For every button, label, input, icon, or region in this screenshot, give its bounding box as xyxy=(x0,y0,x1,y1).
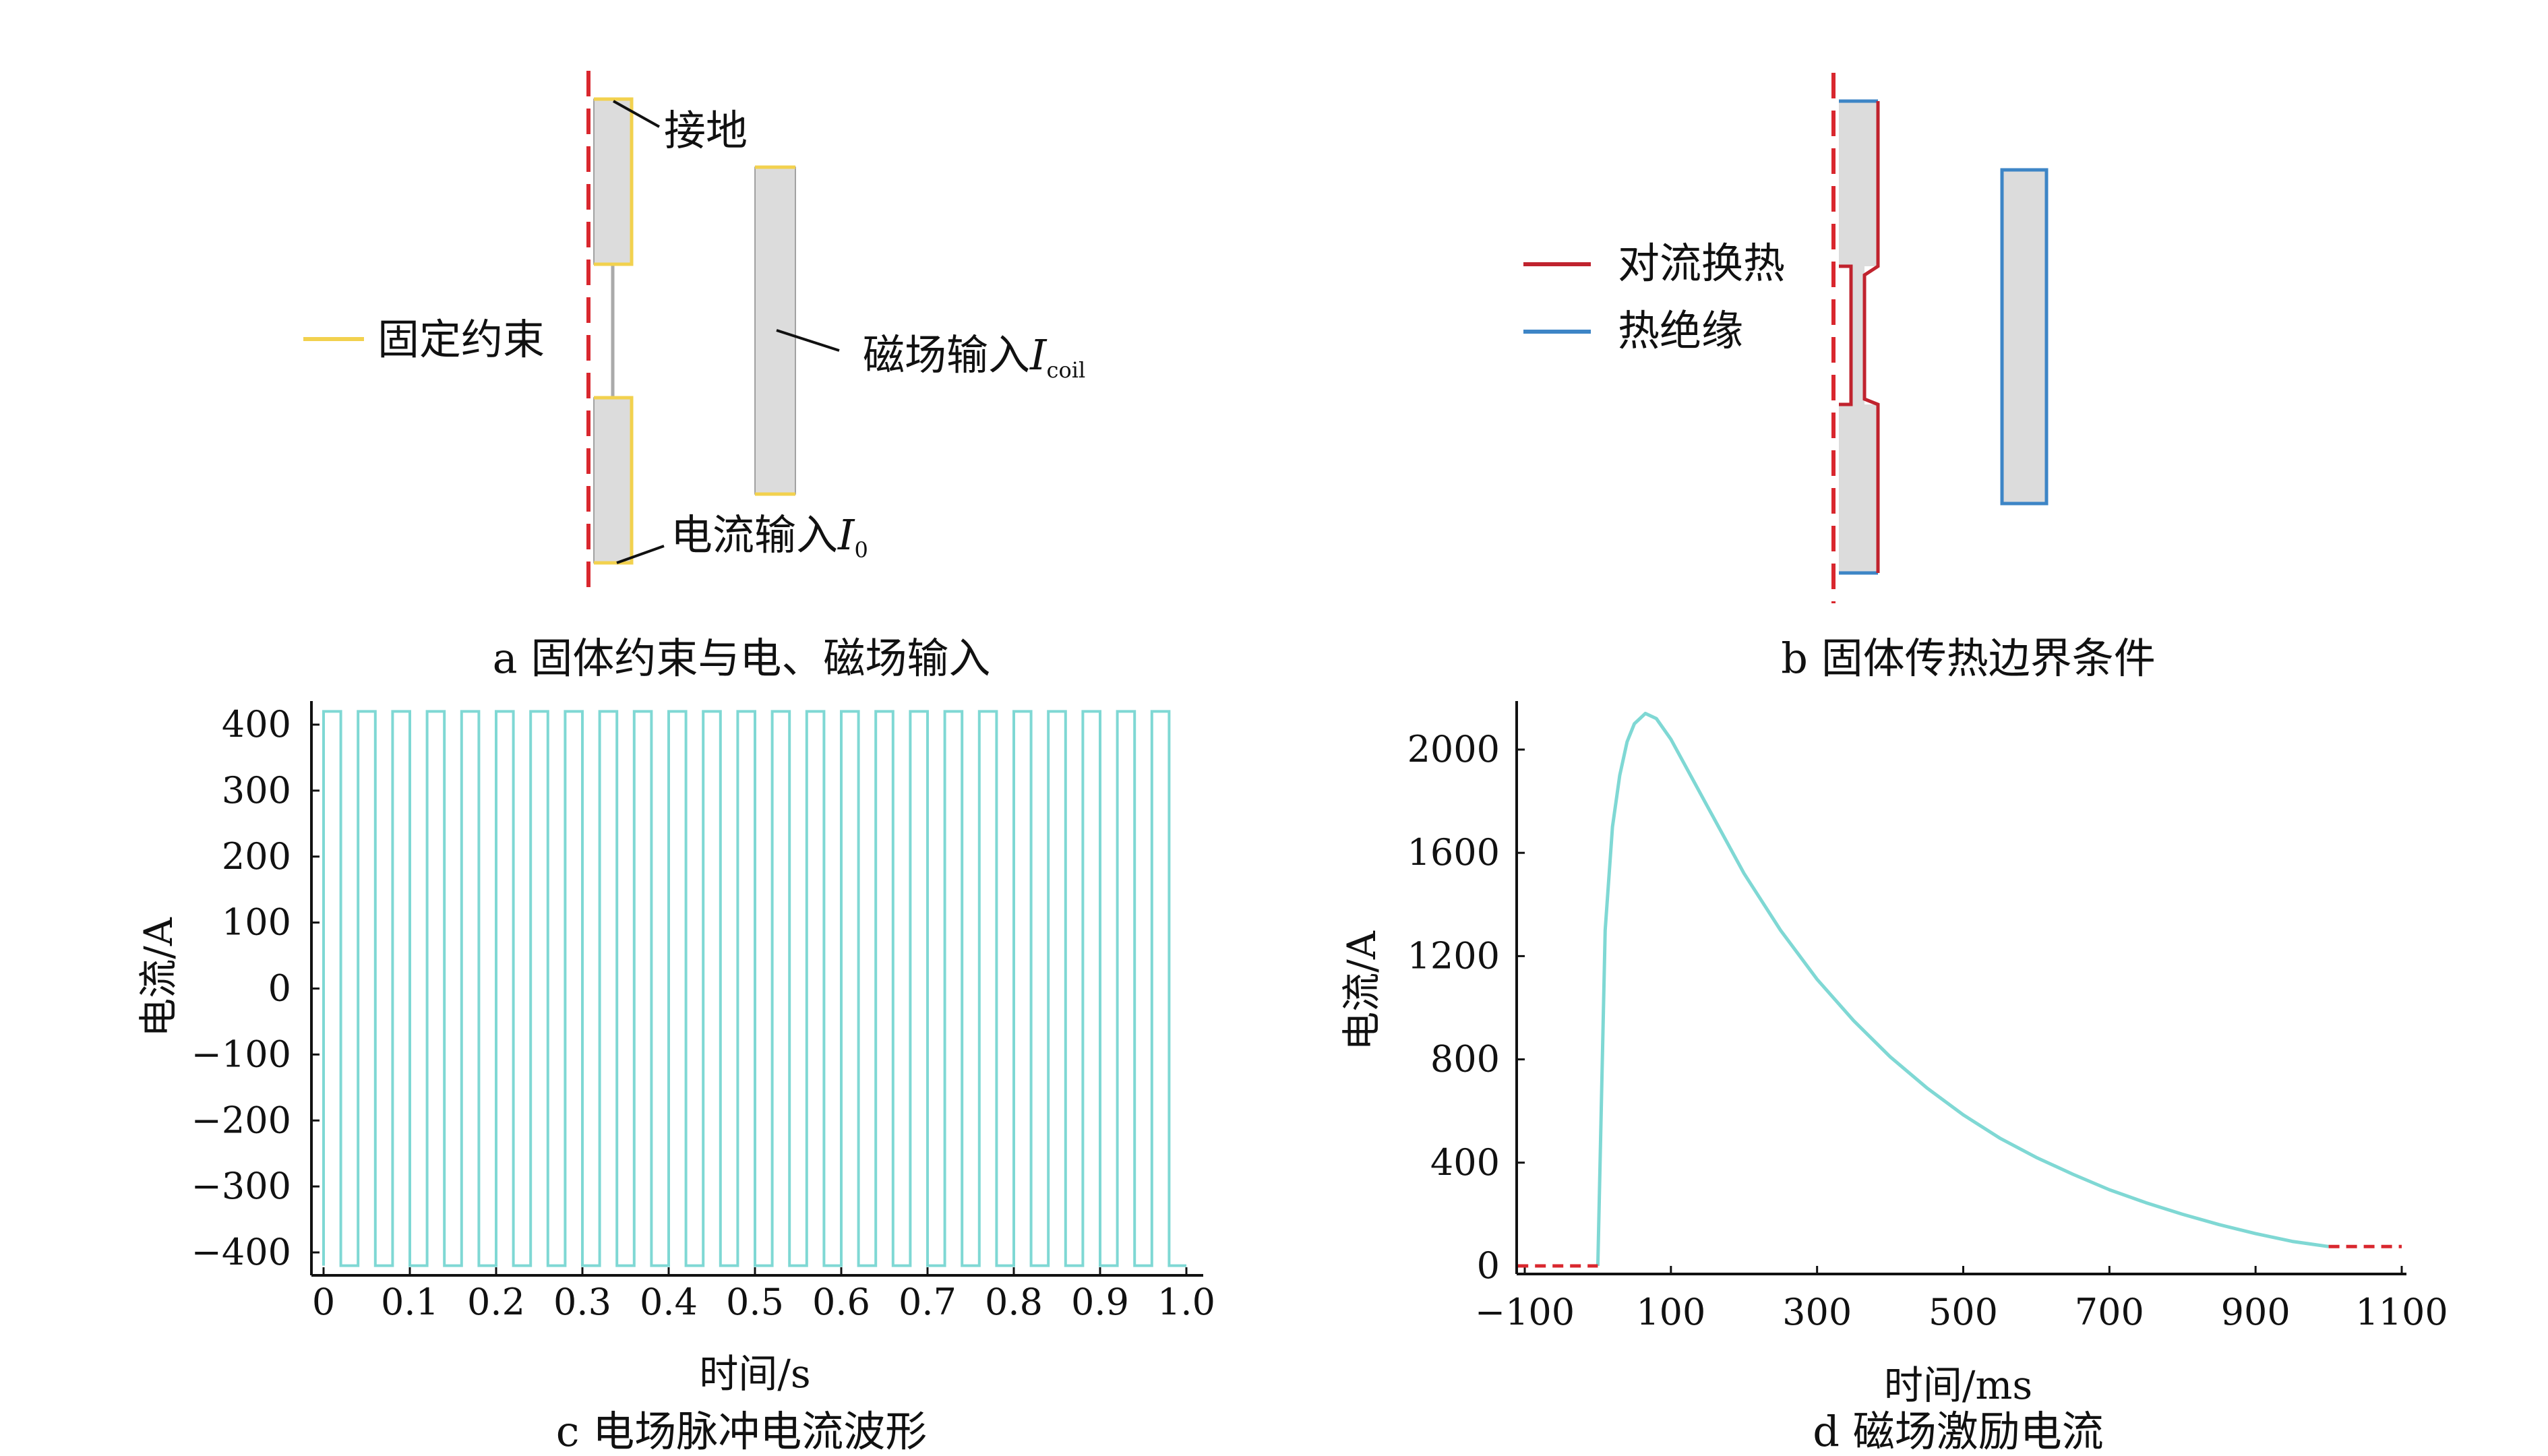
label-coil-input: 磁场输入Icoil xyxy=(863,330,1085,383)
chart-d-lines xyxy=(1517,711,2402,1268)
label-current-input: 电流输入I0 xyxy=(671,510,868,563)
chart-c: 0 0.1 0.2 0.3 0.4 0.5 0.6 0.7 0.8 0.9 1.0 400 300 200… xyxy=(135,701,1215,1456)
chart-d-ytick-label: 400 xyxy=(1430,1141,1500,1184)
chart-d-xtick-label: 500 xyxy=(1929,1291,1998,1333)
chart-d-ytick-label: 0 xyxy=(1477,1244,1500,1287)
chart-c-series-square-wave xyxy=(322,710,1186,1267)
chart-d-ytick-label: 2000 xyxy=(1407,728,1500,770)
legend-insulation-label: 热绝缘 xyxy=(1618,306,1743,355)
convection-boundary-inner xyxy=(1839,264,1853,406)
chart-c-xtick-label: 0.4 xyxy=(640,1281,698,1323)
chart-d-xlabel: 时间/ms xyxy=(1884,1362,2032,1408)
label-ground: 接地 xyxy=(664,106,748,155)
chart-c-xtick-label: 1.0 xyxy=(1157,1281,1215,1323)
chart-d-ytick-label: 1600 xyxy=(1407,831,1500,874)
chart-d-ticks: −100 100 300 500 700 900 1100 2000 1600 1200 800 40… xyxy=(1407,728,2448,1333)
caption-a: a 固体约束与电、磁场输入 xyxy=(493,634,991,683)
caption-d: d 磁场激励电流 xyxy=(1813,1407,2103,1456)
chart-c-xtick-label: 0.8 xyxy=(985,1281,1043,1323)
chart-c-ytick-label: 300 xyxy=(222,769,291,812)
chart-d-xtick-label: −100 xyxy=(1475,1291,1575,1333)
chart-c-xtick-label: 0.2 xyxy=(467,1281,525,1323)
chart-c-ytick-label: 0 xyxy=(268,967,291,1010)
chart-c-ytick-label: −100 xyxy=(191,1033,291,1075)
chart-d-ytick-label: 1200 xyxy=(1407,934,1500,977)
chart-d: −100 100 300 500 700 900 1100 2000 1600 1200 800 40… xyxy=(1339,701,2448,1456)
chart-d-xtick-label: 100 xyxy=(1636,1291,1705,1333)
lower-body-b xyxy=(1839,404,1878,573)
chart-c-lines xyxy=(322,710,1186,1267)
upper-body-b xyxy=(1839,101,1878,266)
chart-c-ticks: 0 0.1 0.2 0.3 0.4 0.5 0.6 0.7 0.8 0.9 1.0 400 300 200… xyxy=(191,703,1215,1323)
chart-d-xtick-label: 900 xyxy=(2221,1291,2291,1333)
chart-d-xtick-label: 700 xyxy=(2075,1291,2144,1333)
coil-block-b xyxy=(2000,168,2049,506)
chart-d-xtick-label: 300 xyxy=(1782,1291,1852,1333)
chart-c-xtick-label: 0.6 xyxy=(812,1281,870,1323)
chart-c-xtick-label: 0.9 xyxy=(1071,1281,1129,1323)
upper-electrode xyxy=(593,98,632,265)
ground-leader xyxy=(613,100,660,128)
fixed-constraint-lower xyxy=(594,396,634,565)
panel-b: 对流换热 热绝缘 b 固体传热边界条件 xyxy=(1523,73,2156,683)
convection-boundary xyxy=(1862,101,1880,573)
chart-d-ytick-label: 800 xyxy=(1430,1038,1500,1081)
chart-d-ylabel: 电流/A xyxy=(1339,930,1385,1051)
chart-c-ytick-label: −400 xyxy=(191,1231,291,1273)
panel-a: 接地 固定约束 磁场输入Icoil 电流输入I0 a 固体约束与电、磁场输入 xyxy=(303,71,1085,683)
chart-d-xtick-label: 1100 xyxy=(2355,1291,2448,1333)
label-fixed-constraint: 固定约束 xyxy=(377,315,545,364)
chart-c-ytick-label: 100 xyxy=(222,901,291,944)
chart-c-ytick-label: 400 xyxy=(222,703,291,746)
chart-c-xtick-label: 0.1 xyxy=(381,1281,439,1323)
chart-c-xtick-label: 0.5 xyxy=(726,1281,784,1323)
chart-c-ytick-label: −300 xyxy=(191,1165,291,1207)
current-leader xyxy=(616,545,665,564)
legend-convection-label: 对流换热 xyxy=(1618,239,1785,288)
chart-c-xtick-label: 0.3 xyxy=(553,1281,611,1323)
lower-electrode xyxy=(593,397,632,564)
coil-block xyxy=(754,166,796,495)
chart-d-series-pulse xyxy=(1596,711,2329,1267)
chart-c-xtick-label: 0.7 xyxy=(899,1281,957,1323)
chart-c-ytick-label: 200 xyxy=(222,835,291,878)
caption-c: c 电场脉冲电流波形 xyxy=(556,1407,927,1456)
chart-c-ytick-label: −200 xyxy=(191,1099,291,1141)
chart-c-ylabel: 电流/A xyxy=(135,917,181,1037)
chart-c-xtick-label: 0 xyxy=(312,1281,335,1323)
chart-c-xlabel: 时间/s xyxy=(699,1351,810,1397)
coil-leader xyxy=(776,329,840,352)
fixed-constraint-upper xyxy=(594,97,634,266)
neck-body-b xyxy=(1851,266,1864,404)
caption-b: b 固体传热边界条件 xyxy=(1781,634,2155,683)
